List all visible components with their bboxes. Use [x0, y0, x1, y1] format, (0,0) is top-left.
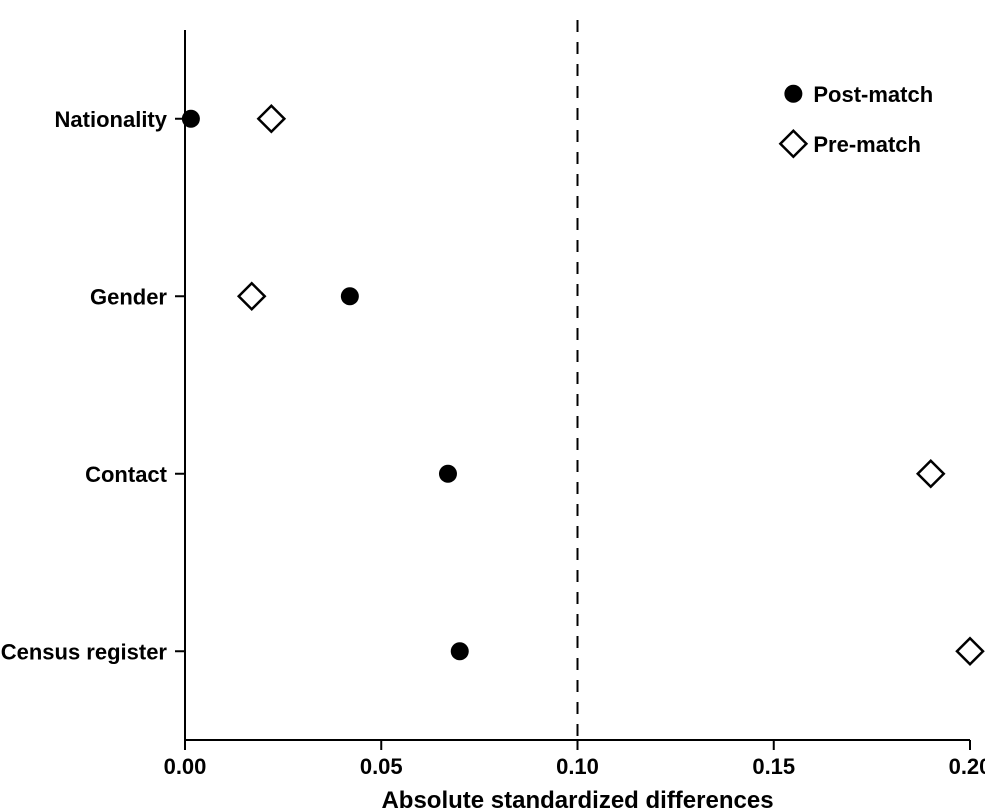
x-tick-label: 0.15 [752, 754, 795, 779]
point-post-match-nationality [182, 110, 200, 128]
y-tick-label: Gender [90, 284, 167, 309]
point-post-match-gender [341, 287, 359, 305]
legend-label-pre-match: Pre-match [813, 132, 921, 157]
legend-marker-post-match [784, 85, 802, 103]
x-tick-label: 0.10 [556, 754, 599, 779]
point-post-match-contact [439, 465, 457, 483]
chart-container: 0.00 0.05 0.10 0.15 0.20 Absolute standardize… [0, 0, 985, 812]
x-tick-label: 0.00 [164, 754, 207, 779]
x-tick-label: 0.20 [949, 754, 985, 779]
x-tick-label: 0.05 [360, 754, 403, 779]
y-tick-label: Nationality [55, 107, 168, 132]
x-axis-title: Absolute standardized differences [381, 787, 773, 812]
y-tick-label: Contact [85, 462, 168, 487]
point-post-match-census-register [451, 642, 469, 660]
dot-plot-chart: 0.00 0.05 0.10 0.15 0.20 Absolute standardize… [0, 0, 985, 812]
legend-label-post-match: Post-match [813, 82, 933, 107]
y-tick-label: Census register [1, 639, 168, 664]
